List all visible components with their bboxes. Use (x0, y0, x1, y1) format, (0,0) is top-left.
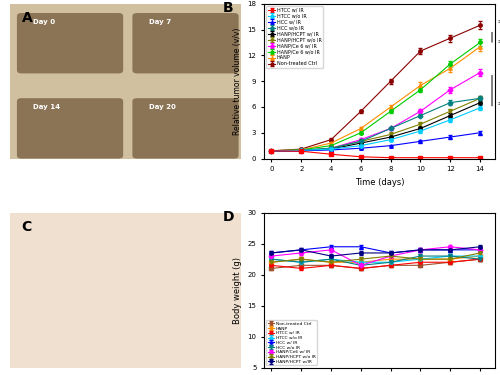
Text: D: D (222, 210, 234, 224)
Y-axis label: Body weight (g): Body weight (g) (233, 256, 242, 324)
FancyBboxPatch shape (132, 13, 238, 74)
Legend: Non-treated Ctrl, HANP, HTCC w/ IR, HTCC w/o IR, HCC w/ IR, HCC w/o IR, HANP/Ce6: Non-treated Ctrl, HANP, HTCC w/ IR, HTCC… (266, 320, 317, 365)
Legend: HTCC w/ IR, HTCC w/o IR, HCC w/ IR, HCC w/o IR, HANP/HCPT w/ IR, HANP/HCPT w/o I: HTCC w/ IR, HTCC w/o IR, HCC w/ IR, HCC … (266, 6, 323, 68)
Text: Day 20: Day 20 (148, 104, 176, 110)
FancyBboxPatch shape (17, 98, 123, 159)
Text: Day 14: Day 14 (33, 104, 60, 110)
FancyBboxPatch shape (17, 13, 123, 74)
X-axis label: Time (days): Time (days) (355, 178, 405, 187)
Text: *: * (498, 100, 500, 111)
Text: C: C (22, 220, 32, 234)
FancyBboxPatch shape (132, 98, 238, 159)
Text: Day 7: Day 7 (148, 19, 171, 25)
Text: *: * (498, 19, 500, 29)
Text: *: * (498, 39, 500, 49)
Text: A: A (22, 12, 32, 26)
Text: B: B (222, 1, 233, 15)
Y-axis label: Relative tumor volume (v/v): Relative tumor volume (v/v) (233, 27, 242, 135)
Text: Day 0: Day 0 (33, 19, 55, 25)
